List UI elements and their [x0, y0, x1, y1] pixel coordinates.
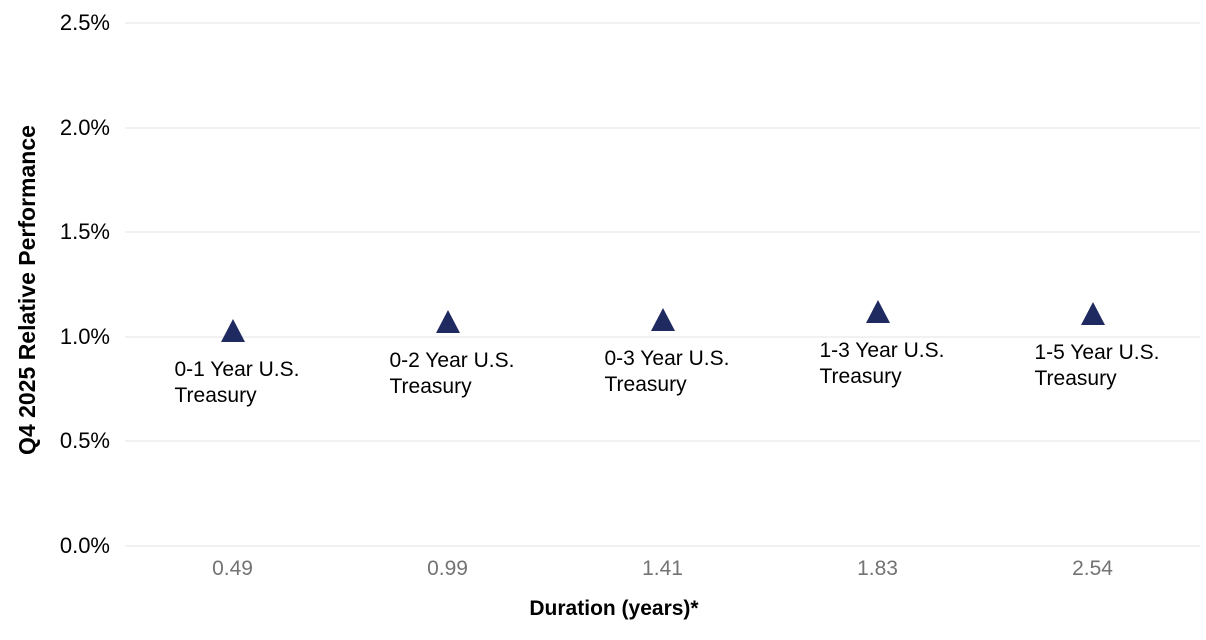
data-point-label-line2: Treasury: [604, 373, 687, 397]
gridline: [125, 440, 1200, 443]
x-tick-label: 1.83: [857, 557, 898, 580]
x-tick-label: 1.41: [642, 557, 683, 580]
y-tick-label: 0.0%: [59, 533, 110, 558]
data-point-label-line1: 0-2 Year U.S.: [389, 349, 515, 373]
y-tick-label: 2.0%: [59, 114, 110, 140]
x-tick-label: 0.49: [212, 557, 253, 580]
data-point-label-line1: 1-3 Year U.S.: [819, 338, 945, 362]
y-tick-label: 1.5%: [59, 219, 110, 245]
data-point-label: 0-3 Year U.S. Treasury: [605, 346, 775, 398]
data-point-label-line2: Treasury: [1034, 366, 1117, 390]
data-point-label: 0-2 Year U.S. Treasury: [390, 348, 560, 400]
data-point-triangle-icon: [435, 310, 460, 334]
x-tick-label: 2.54: [1072, 557, 1113, 580]
data-point-triangle-icon: [220, 318, 245, 342]
data-point-triangle-icon: [1080, 301, 1105, 325]
gridline: [125, 335, 1200, 338]
gridline: [125, 126, 1200, 129]
data-point-label-line1: 0-3 Year U.S.: [604, 347, 730, 371]
y-tick-label: 1.0%: [59, 323, 110, 349]
data-point-label: 0-1 Year U.S. Treasury: [175, 357, 345, 409]
x-tick-label: 0.99: [427, 557, 468, 580]
data-point-label-line1: 1-5 Year U.S.: [1034, 340, 1160, 364]
data-point-label: 1-5 Year U.S. Treasury: [1035, 340, 1205, 392]
data-point-label-line2: Treasury: [819, 364, 902, 388]
data-point-triangle-icon: [865, 299, 890, 323]
data-point-label-line2: Treasury: [389, 375, 472, 399]
gridline: [125, 545, 1200, 547]
data-point-triangle-icon: [650, 308, 675, 332]
data-point-label: 1-3 Year U.S. Treasury: [820, 338, 990, 390]
y-tick-label: 2.5%: [59, 10, 110, 35]
y-tick-label: 0.5%: [59, 428, 110, 454]
data-point-label-line2: Treasury: [174, 383, 257, 407]
gridline: [125, 22, 1200, 24]
data-point-label-line1: 0-1 Year U.S.: [174, 357, 300, 381]
x-axis-title: Duration (years)*: [529, 597, 699, 620]
gridline: [125, 231, 1200, 234]
